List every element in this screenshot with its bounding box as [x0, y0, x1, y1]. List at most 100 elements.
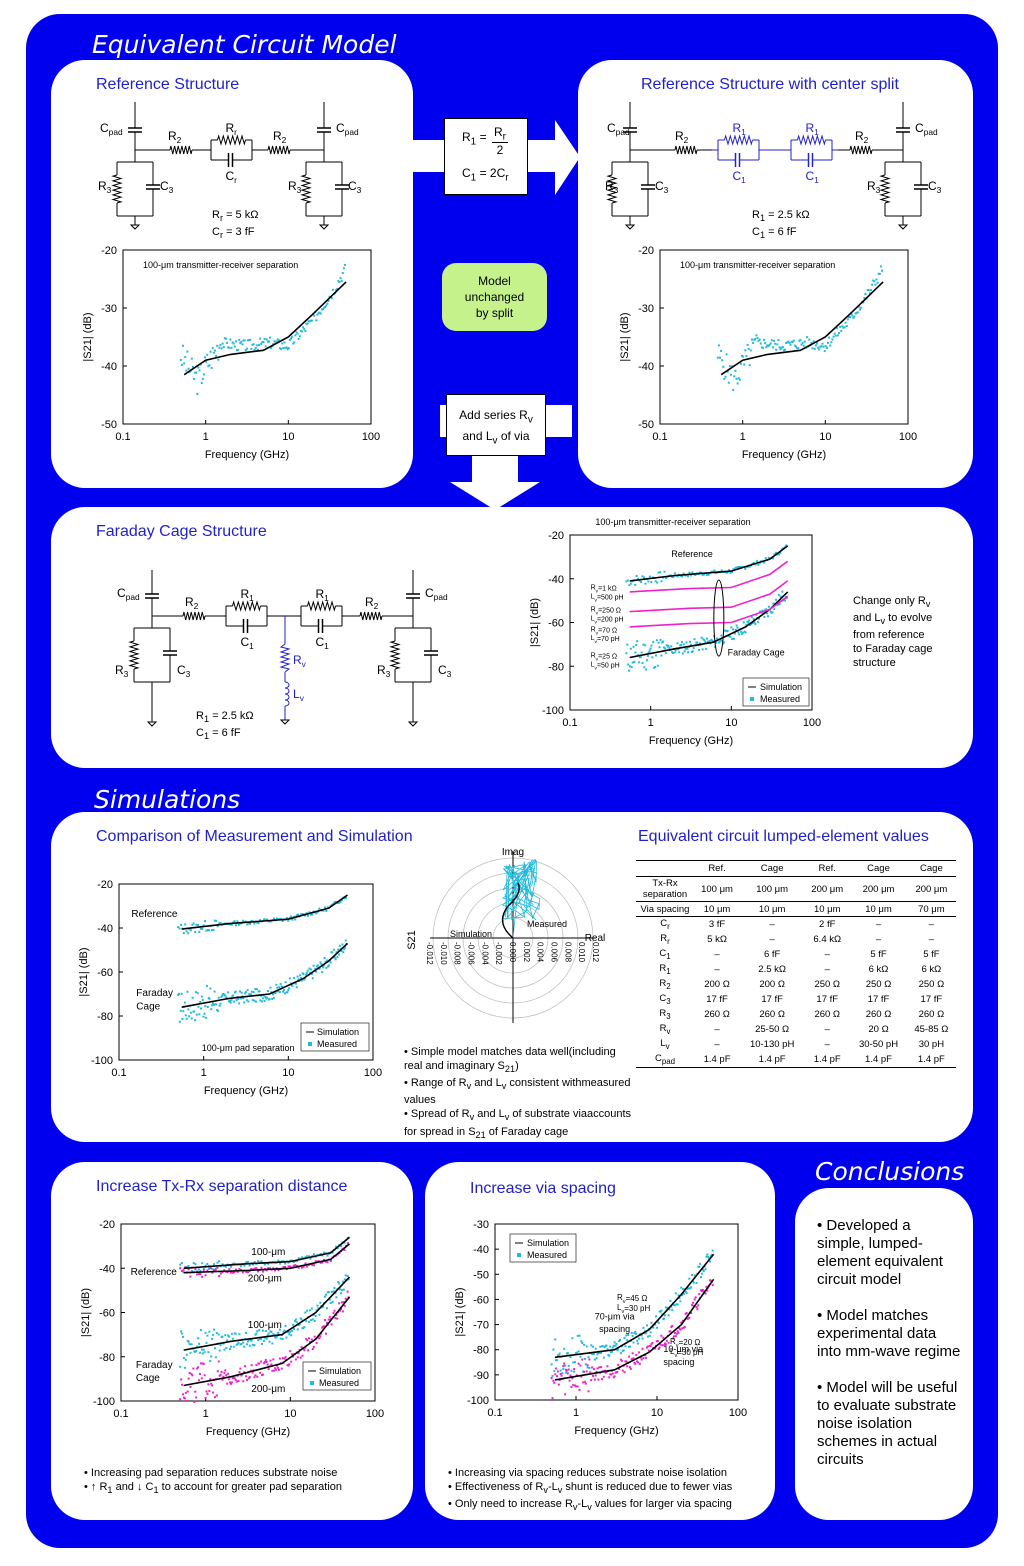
x-tick-label: 0.1 [111, 1067, 126, 1079]
measured-point [317, 312, 320, 315]
measured-point [603, 1346, 606, 1349]
measured-point [219, 343, 222, 346]
measured-point [278, 917, 281, 920]
reference-panel [51, 60, 413, 488]
measured-point [202, 1268, 205, 1271]
measured-point [312, 1313, 315, 1316]
legend-simulation: Simulation [317, 1027, 359, 1037]
measured-point [695, 1306, 698, 1309]
measured-point [311, 1347, 314, 1350]
measured-point [560, 1374, 563, 1377]
measured-point [195, 923, 198, 926]
measured-point [643, 666, 646, 669]
measured-point [270, 1363, 273, 1366]
measured-point [251, 1371, 254, 1374]
measured-point [645, 1332, 648, 1335]
measured-point [290, 915, 293, 918]
measured-point [201, 377, 204, 380]
measured-point [288, 338, 291, 341]
measured-point [322, 964, 325, 967]
simulation-curve [183, 281, 347, 376]
measured-point [228, 346, 231, 349]
via70-label: 70-μm via [595, 1312, 635, 1322]
measured-point [187, 367, 190, 370]
measured-point [309, 319, 312, 322]
measured-point [220, 995, 223, 998]
legend-measured: Measured [527, 1250, 567, 1260]
measured-point [593, 1378, 596, 1381]
measured-point [701, 1268, 704, 1271]
measured-point [272, 1358, 275, 1361]
table-row: Via spacing 10 μm 10 μm 10 μm 10 μm 70 μm [636, 901, 956, 917]
measured-point [281, 342, 284, 345]
measured-point [778, 346, 781, 349]
measured-point [647, 1349, 650, 1352]
measured-point [211, 1337, 214, 1340]
measured-point [741, 354, 744, 357]
measured-point [694, 574, 697, 577]
measured-point [580, 1340, 583, 1343]
measured-point [655, 1326, 658, 1329]
via-resistor [279, 643, 291, 673]
measured-point [738, 378, 741, 381]
measured-point [748, 364, 751, 367]
measured-point [214, 1356, 217, 1359]
measured-point [201, 998, 204, 1001]
measured-point [276, 1335, 279, 1338]
measured-point [216, 1261, 219, 1264]
measured-point [709, 1260, 712, 1263]
measured-point [253, 922, 256, 925]
measured-point [670, 575, 673, 578]
reference-title: Reference Structure [96, 76, 240, 93]
measured-point [663, 647, 666, 650]
measured-point [253, 348, 256, 351]
measured-point [307, 1255, 310, 1258]
measured-point [334, 1317, 337, 1320]
measured-point [267, 1368, 270, 1371]
measured-point [688, 1316, 691, 1319]
measured-point [219, 921, 222, 924]
measured-point [687, 651, 690, 654]
measured-point [223, 1269, 226, 1272]
measured-point [552, 1348, 555, 1351]
measured-point [639, 656, 642, 659]
measured-point [204, 1264, 207, 1267]
measured-point [316, 1260, 319, 1263]
measured-point [190, 1017, 193, 1020]
annotation: Lv=70 pH [591, 635, 620, 645]
measured-point [772, 602, 775, 605]
plot-frame [494, 1223, 739, 1401]
measured-point [745, 355, 748, 358]
measured-point [293, 977, 296, 980]
measured-point [314, 1260, 317, 1263]
measured-point [209, 1378, 212, 1381]
measured-point [584, 1382, 587, 1385]
measured-point [216, 344, 219, 347]
measured-point [759, 610, 762, 613]
resistor [606, 174, 618, 204]
resistor [217, 134, 246, 146]
measured-point [309, 913, 312, 916]
measured-point [559, 1369, 562, 1372]
measured-point [303, 1349, 306, 1352]
measured-point [178, 992, 181, 995]
measured-point [293, 341, 296, 344]
measured-point [742, 621, 745, 624]
ground-icon [146, 721, 158, 727]
measured-point [344, 263, 347, 266]
measured-point [878, 272, 881, 275]
simulation-curve [183, 1276, 351, 1351]
measured-point [697, 1304, 700, 1307]
measured-point [262, 1362, 265, 1365]
measured-point [821, 342, 824, 345]
measured-point [238, 1333, 241, 1336]
measured-point [253, 1344, 256, 1347]
measured-point [177, 925, 180, 928]
measured-point [703, 639, 706, 642]
measured-point [198, 1013, 201, 1016]
y-tick-label: -50 [638, 419, 654, 431]
measured-point [185, 1399, 188, 1402]
measured-point [288, 987, 291, 990]
measured-point [267, 1332, 270, 1335]
measured-point [746, 343, 749, 346]
